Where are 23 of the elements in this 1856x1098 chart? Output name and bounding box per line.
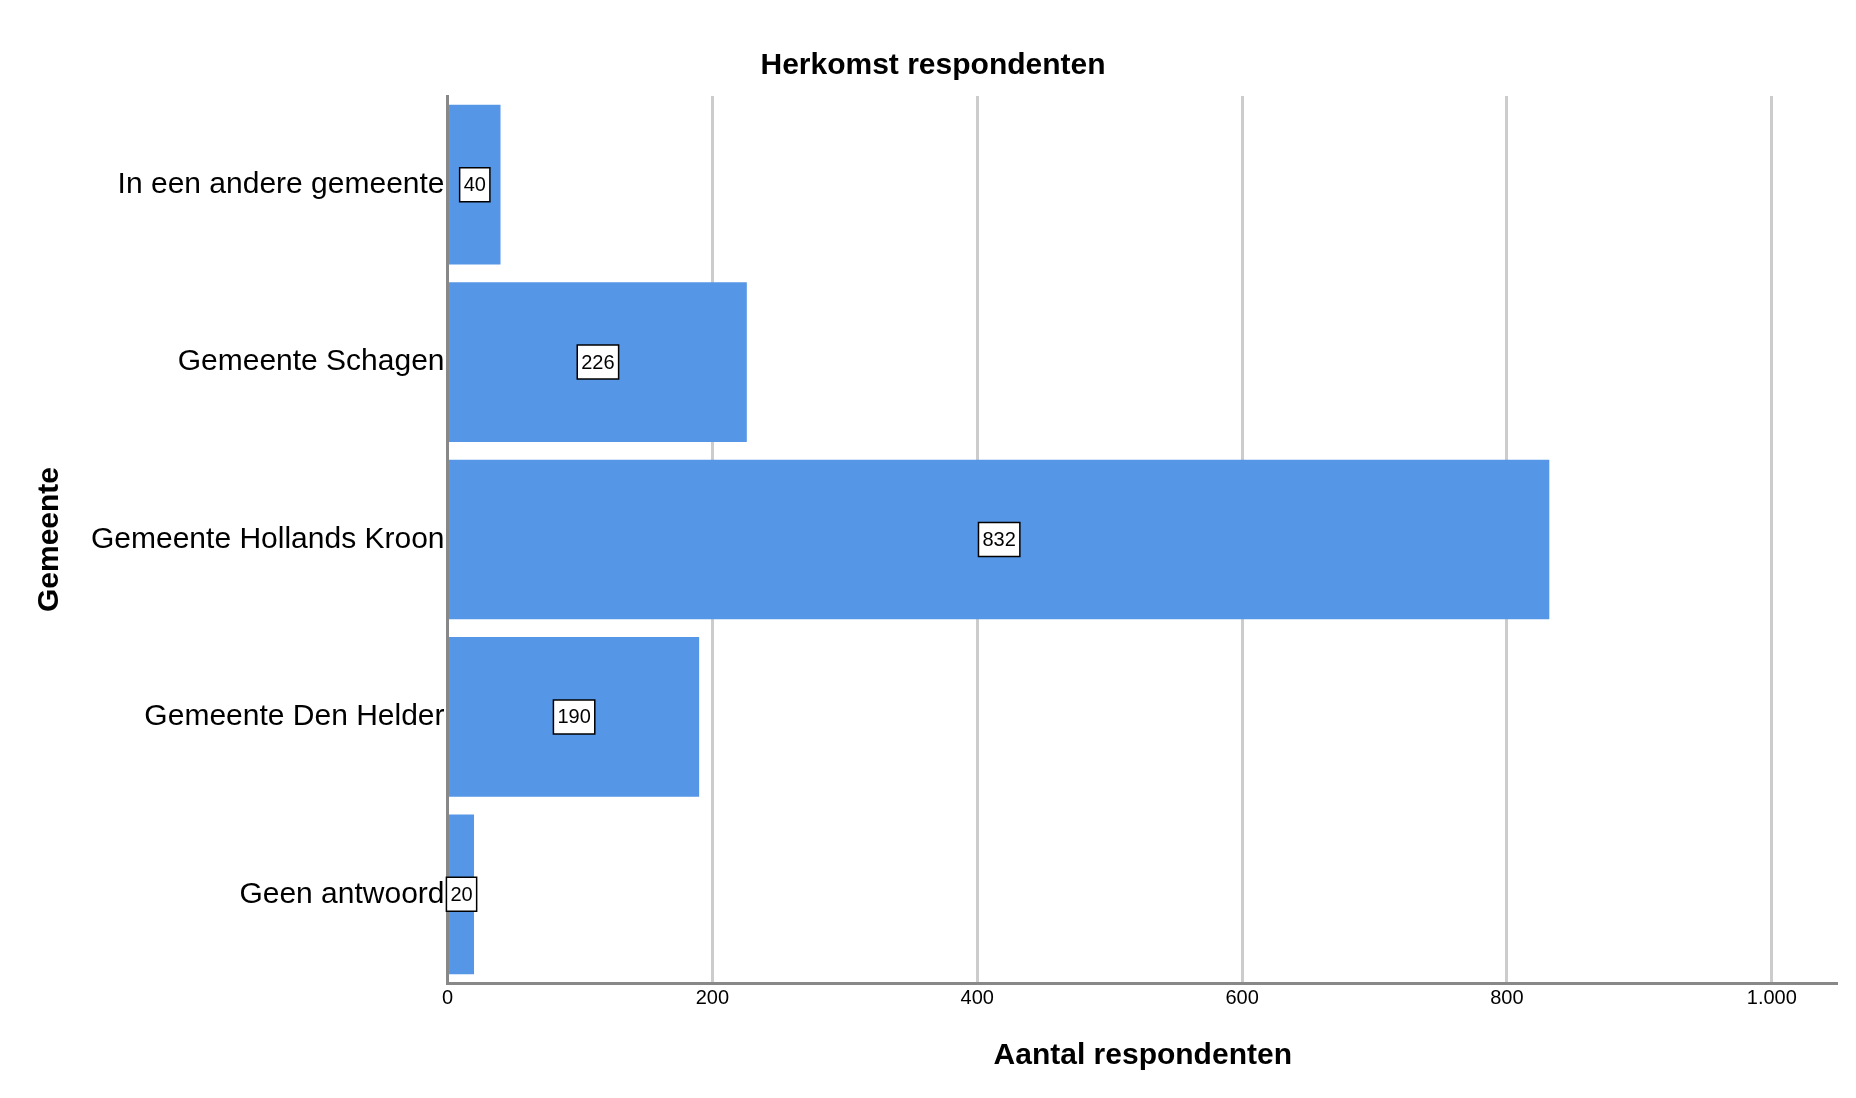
y-tick-label: Gemeente Den Helder	[144, 698, 445, 732]
y-axis-title: Gemeente	[31, 466, 65, 613]
bar	[449, 282, 747, 442]
x-tick-label: 200	[695, 985, 730, 1008]
data-label: 832	[982, 528, 1016, 551]
y-tick-label: Geen antwoord	[239, 875, 445, 909]
data-label: 190	[557, 705, 591, 728]
y-tick-label: Gemeente Hollands Kroon	[90, 520, 445, 554]
y-tick-label: Gemeente Schagen	[177, 343, 445, 377]
x-tick-label: 0	[441, 985, 454, 1008]
chart-title: Herkomst respondenten	[760, 47, 1106, 81]
data-label: 40	[463, 173, 486, 196]
bar	[449, 104, 501, 265]
x-tick-label: 400	[960, 985, 994, 1008]
data-label: 20	[450, 882, 473, 905]
bar	[449, 637, 700, 797]
x-tick-label: 600	[1225, 985, 1259, 1008]
bar	[449, 459, 1550, 620]
x-axis-title: Aantal respondenten	[993, 1037, 1292, 1071]
x-tick-label: 800	[1490, 985, 1524, 1008]
y-tick-label: In een andere gemeente	[117, 165, 445, 199]
x-tick-label: 1.000	[1746, 985, 1797, 1008]
data-label: 226	[581, 350, 615, 373]
